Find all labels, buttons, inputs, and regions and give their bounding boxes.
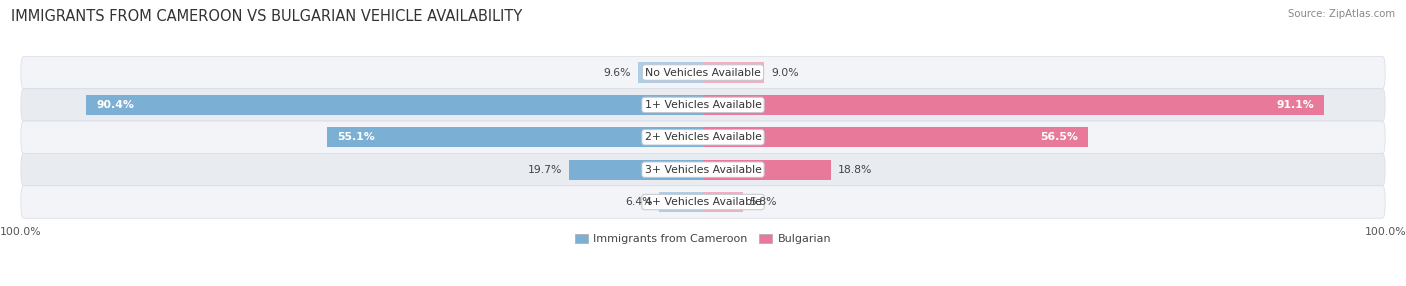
Text: 90.4%: 90.4% [97,100,135,110]
Text: 2+ Vehicles Available: 2+ Vehicles Available [644,132,762,142]
FancyBboxPatch shape [21,56,1385,89]
Bar [703,192,742,212]
Bar [703,95,1324,115]
Text: IMMIGRANTS FROM CAMEROON VS BULGARIAN VEHICLE AVAILABILITY: IMMIGRANTS FROM CAMEROON VS BULGARIAN VE… [11,9,523,23]
Bar [637,62,703,83]
Text: 18.8%: 18.8% [838,165,873,175]
Bar [703,62,765,83]
Text: 91.1%: 91.1% [1277,100,1315,110]
Text: Source: ZipAtlas.com: Source: ZipAtlas.com [1288,9,1395,19]
Bar [328,127,703,147]
Text: 6.4%: 6.4% [626,197,652,207]
Text: 3+ Vehicles Available: 3+ Vehicles Available [644,165,762,175]
Bar [703,160,831,180]
Bar [568,160,703,180]
Bar [659,192,703,212]
Text: 5.8%: 5.8% [749,197,778,207]
FancyBboxPatch shape [21,154,1385,186]
Text: 56.5%: 56.5% [1040,132,1078,142]
FancyBboxPatch shape [21,186,1385,218]
Text: No Vehicles Available: No Vehicles Available [645,67,761,78]
Text: 9.0%: 9.0% [772,67,799,78]
Text: 19.7%: 19.7% [527,165,562,175]
Text: 4+ Vehicles Available: 4+ Vehicles Available [644,197,762,207]
Bar [86,95,703,115]
Text: 9.6%: 9.6% [603,67,631,78]
Bar [703,127,1088,147]
Text: 55.1%: 55.1% [337,132,375,142]
Text: 1+ Vehicles Available: 1+ Vehicles Available [644,100,762,110]
Legend: Immigrants from Cameroon, Bulgarian: Immigrants from Cameroon, Bulgarian [569,229,837,249]
FancyBboxPatch shape [21,121,1385,154]
FancyBboxPatch shape [21,89,1385,121]
